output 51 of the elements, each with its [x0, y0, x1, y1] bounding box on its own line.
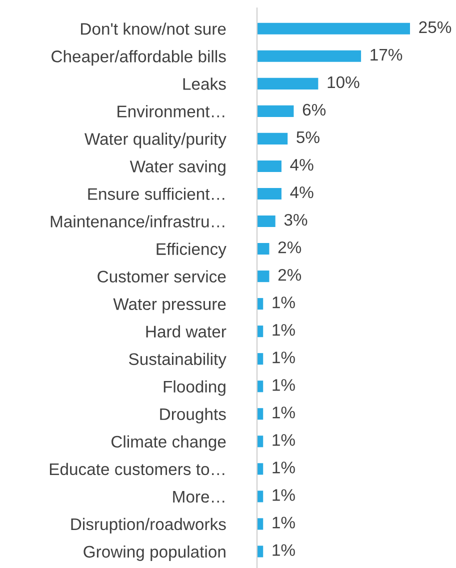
data-label: 10%	[328, 76, 360, 88]
bar	[257, 215, 276, 228]
y-tick-label: Environment…	[118, 105, 224, 118]
data-label: 6%	[302, 104, 326, 116]
y-tick-label: Climate change	[111, 435, 226, 451]
data-label: 1%	[272, 462, 295, 474]
data-label: 25%	[419, 21, 452, 34]
y-tick-label: Educate customers to…	[50, 462, 224, 476]
y-tick-label: Water quality/purity	[84, 132, 226, 148]
bar	[257, 270, 270, 282]
y-tick-label: Water saving	[130, 160, 226, 176]
data-label: 1%	[272, 544, 295, 556]
y-tick-label: Efficiency	[156, 242, 226, 258]
y-tick-label: Customer service	[98, 270, 226, 283]
y-tick-label: Ensure sufficient…	[88, 188, 224, 200]
data-label: 5%	[296, 131, 320, 144]
data-label: 2%	[278, 241, 302, 254]
bar	[257, 105, 294, 117]
bar	[257, 78, 318, 90]
data-label: 1%	[272, 434, 295, 446]
bar	[257, 243, 270, 255]
data-label: 3%	[284, 214, 308, 226]
data-label: 1%	[272, 516, 295, 528]
bar	[257, 188, 282, 200]
bar	[257, 50, 362, 62]
bar	[257, 546, 264, 558]
y-tick-label: Water pressure	[113, 298, 226, 314]
y-tick-label: Disruption/roadworks	[71, 518, 226, 534]
y-tick-label: Hard water	[146, 325, 226, 338]
bar	[257, 132, 288, 144]
data-label: 1%	[272, 406, 295, 418]
bar	[257, 22, 410, 34]
y-tick-label: Don't know/not sure	[81, 22, 226, 35]
y-tick-label: Leaks	[183, 78, 226, 90]
data-label: 1%	[272, 352, 295, 364]
bar	[257, 160, 282, 172]
y-tick-label: Droughts	[160, 408, 226, 424]
data-label: 1%	[272, 324, 295, 336]
data-label: 4%	[290, 158, 314, 171]
data-label: 17%	[370, 48, 402, 61]
y-tick-label: Sustainability	[129, 352, 226, 368]
y-tick-label: Flooding	[164, 380, 226, 396]
data-label: 1%	[272, 489, 295, 501]
data-label: 4%	[290, 186, 314, 198]
data-label: 1%	[272, 379, 295, 391]
data-label: 1%	[272, 296, 295, 308]
y-tick-label: Cheaper/affordable bills	[52, 50, 226, 66]
data-label: 2%	[278, 268, 302, 281]
y-tick-label: More…	[173, 491, 224, 503]
y-tick-label: Maintenance/infrastru…	[50, 215, 224, 228]
y-tick-label: Growing population	[84, 545, 226, 561]
